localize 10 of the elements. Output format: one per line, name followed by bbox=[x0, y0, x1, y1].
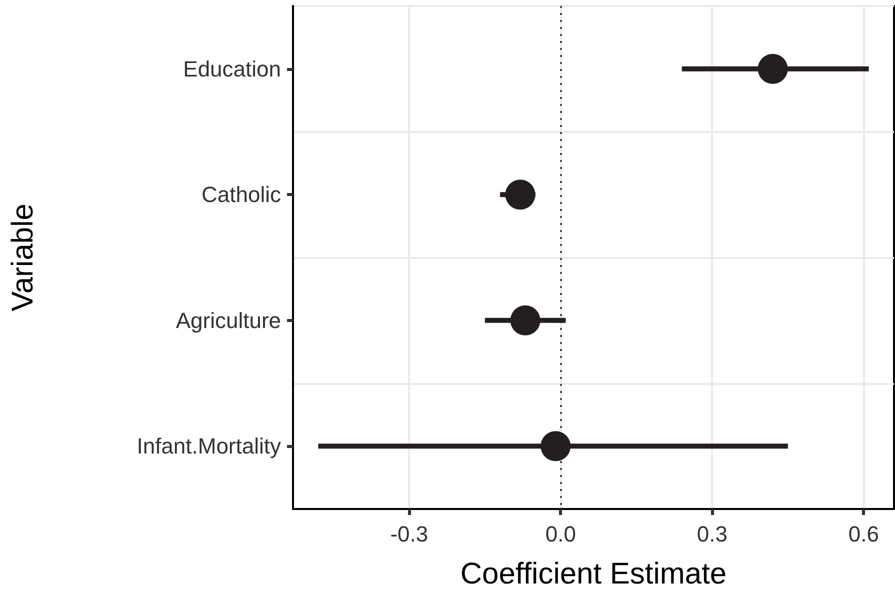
y-tick-label: Catholic bbox=[202, 182, 281, 208]
y-tick-label: Infant.Mortality bbox=[136, 434, 281, 459]
y-axis-title: Variable bbox=[6, 204, 40, 312]
x-tick-label: 0.3 bbox=[696, 522, 728, 546]
x-axis-title: Coefficient Estimate bbox=[460, 558, 727, 590]
y-tick-label: Agriculture bbox=[176, 308, 281, 333]
x-tick-label: -0.3 bbox=[390, 522, 428, 546]
y-tick-label: Education bbox=[183, 56, 281, 82]
x-tick-label: 0.6 bbox=[848, 522, 879, 546]
x-tick-label: 0.0 bbox=[545, 522, 576, 546]
